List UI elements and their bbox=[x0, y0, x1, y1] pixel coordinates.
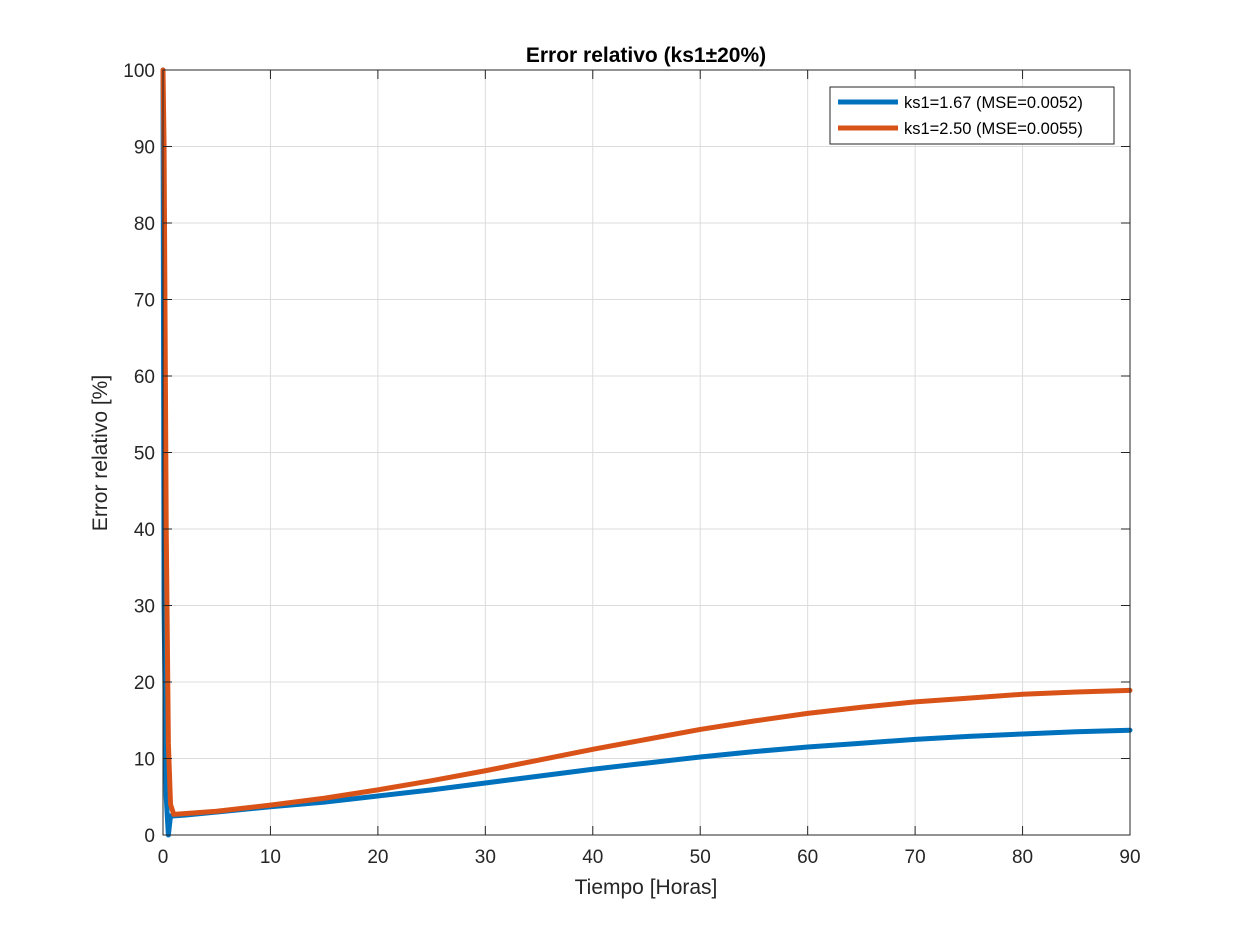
legend-label-series-2: ks1=2.50 (MSE=0.0055) bbox=[904, 120, 1083, 138]
x-tick-label: 90 bbox=[1119, 847, 1140, 868]
grid bbox=[163, 70, 1130, 835]
legend: ks1=1.67 (MSE=0.0052) ks1=2.50 (MSE=0.00… bbox=[829, 86, 1115, 145]
x-axis-label: Tiempo [Horas] bbox=[575, 876, 718, 899]
x-tick-label: 70 bbox=[905, 847, 926, 868]
legend-label-series-1: ks1=1.67 (MSE=0.0052) bbox=[904, 94, 1083, 112]
x-tick-label: 10 bbox=[260, 847, 281, 868]
y-tick-label: 20 bbox=[134, 673, 155, 694]
x-tick-labels: 0 10 20 30 40 50 60 70 80 90 bbox=[158, 847, 1141, 868]
y-axis-label: Error relativo [%] bbox=[89, 375, 112, 531]
x-tick-label: 60 bbox=[797, 847, 818, 868]
y-tick-label: 40 bbox=[134, 520, 155, 541]
x-tick-label: 40 bbox=[582, 847, 603, 868]
series-line-1 bbox=[160, 67, 1133, 838]
x-tick-label: 80 bbox=[1012, 847, 1033, 868]
x-tick-label: 20 bbox=[367, 847, 388, 868]
x-tick-label: 0 bbox=[158, 847, 169, 868]
ticks bbox=[162, 69, 1131, 836]
y-tick-label: 70 bbox=[134, 291, 155, 312]
x-tick-label: 30 bbox=[475, 847, 496, 868]
y-tick-label: 90 bbox=[134, 138, 155, 159]
legend-box bbox=[829, 86, 1115, 145]
y-tick-label: 50 bbox=[134, 444, 155, 465]
y-tick-label: 0 bbox=[144, 826, 155, 847]
y-tick-labels: 0 10 20 30 40 50 60 70 80 90 100 bbox=[123, 61, 155, 847]
y-tick-label: 80 bbox=[134, 214, 155, 235]
x-tick-label: 50 bbox=[690, 847, 711, 868]
series-line-2 bbox=[160, 67, 1133, 817]
y-tick-label: 60 bbox=[134, 367, 155, 388]
chart-title: Error relativo (ks1±20%) bbox=[526, 44, 766, 67]
series-layer bbox=[160, 67, 1133, 838]
y-tick-label: 100 bbox=[123, 61, 155, 82]
y-tick-label: 10 bbox=[134, 750, 155, 771]
y-tick-label: 30 bbox=[134, 597, 155, 618]
